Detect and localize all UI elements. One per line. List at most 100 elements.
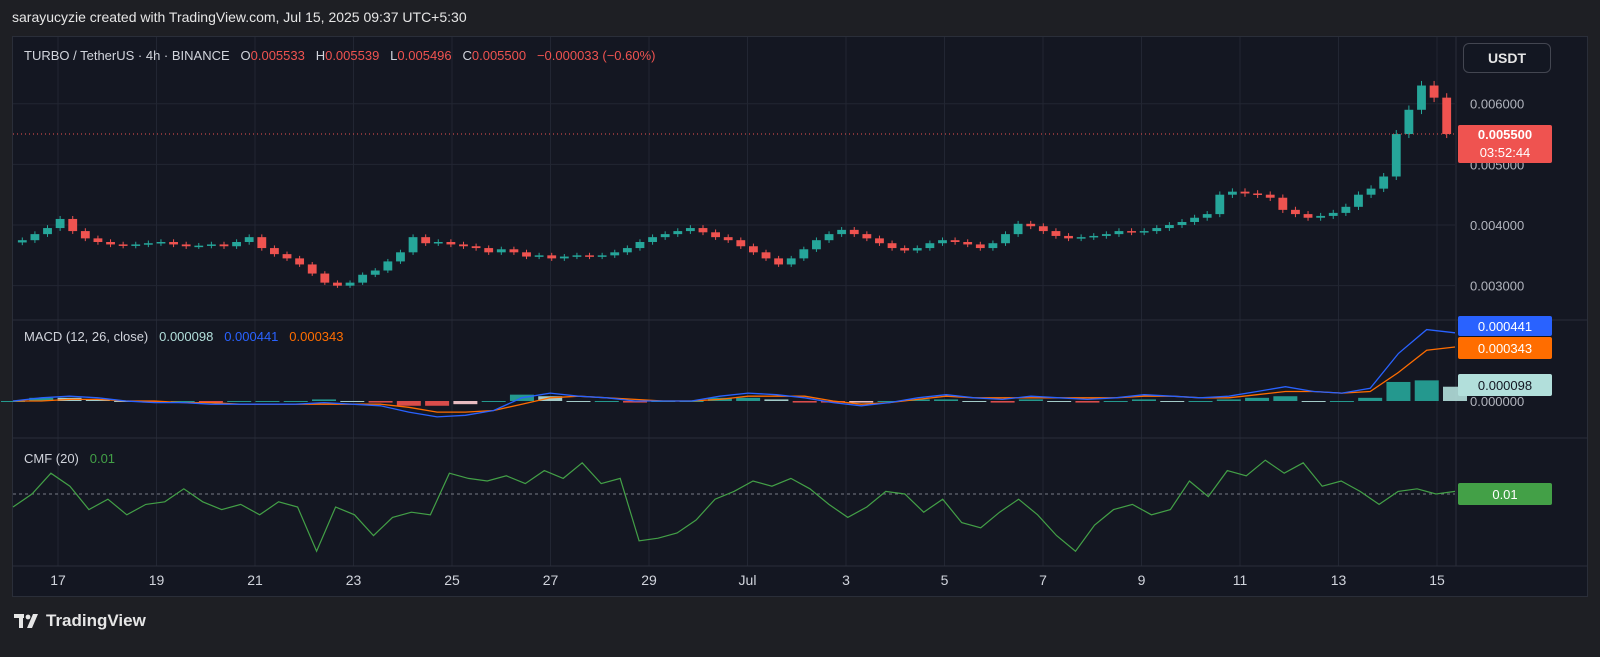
footer-brand[interactable]: TradingView bbox=[14, 611, 146, 631]
candle bbox=[938, 237, 947, 246]
candle-body bbox=[30, 234, 40, 241]
histogram-bar bbox=[368, 401, 393, 403]
candle-body bbox=[1278, 197, 1288, 210]
candle bbox=[131, 241, 141, 249]
candle bbox=[711, 229, 721, 240]
candle-body bbox=[1379, 176, 1389, 189]
candle bbox=[1152, 225, 1162, 234]
candle bbox=[748, 243, 758, 255]
macd-signal-badge-bg bbox=[1458, 337, 1552, 359]
candle bbox=[685, 225, 695, 234]
candle-body bbox=[370, 270, 380, 275]
candle bbox=[988, 240, 998, 251]
macd-legend: MACD (12, 26, close) 0.000098 0.000441 0… bbox=[24, 329, 344, 344]
candle bbox=[358, 272, 368, 285]
candle-body bbox=[685, 228, 695, 232]
candle-body bbox=[269, 248, 279, 255]
candle bbox=[1139, 228, 1149, 236]
candle-body bbox=[219, 244, 229, 247]
histogram-bar bbox=[396, 401, 421, 406]
histogram-bar bbox=[1075, 401, 1100, 403]
candle-body bbox=[622, 248, 632, 253]
footer-brand-text: TradingView bbox=[46, 611, 146, 630]
time-tick-label: 29 bbox=[641, 572, 657, 588]
candle-body bbox=[1114, 231, 1124, 235]
time-tick-label: 15 bbox=[1429, 572, 1445, 588]
candle-body bbox=[169, 242, 178, 245]
candle bbox=[421, 234, 431, 246]
cmf-value: 0.01 bbox=[89, 451, 116, 466]
candle-body bbox=[118, 244, 128, 246]
candle-body bbox=[206, 244, 216, 246]
candle bbox=[345, 280, 355, 288]
candle bbox=[673, 228, 683, 237]
histogram-bar bbox=[29, 397, 54, 401]
candle bbox=[433, 239, 443, 246]
histogram-bar bbox=[198, 401, 223, 403]
cmf-title[interactable]: CMF (20) bbox=[24, 451, 79, 466]
candle-body bbox=[307, 264, 317, 274]
candle-body bbox=[1013, 223, 1023, 235]
candle bbox=[257, 234, 267, 251]
candle bbox=[975, 241, 985, 251]
candle-body bbox=[1354, 194, 1363, 207]
candle-body bbox=[181, 244, 191, 247]
candle bbox=[68, 215, 78, 234]
candle-body bbox=[421, 237, 431, 244]
histogram-bar bbox=[425, 401, 450, 406]
candle bbox=[1341, 203, 1351, 216]
candle-body bbox=[244, 237, 254, 243]
candle bbox=[1354, 191, 1363, 210]
candle-body bbox=[1328, 212, 1338, 216]
candle-body bbox=[1139, 231, 1149, 233]
candle-body bbox=[446, 242, 456, 245]
candle bbox=[1127, 228, 1136, 236]
candle bbox=[862, 231, 872, 242]
candle bbox=[1417, 80, 1426, 115]
symbol-legend: TURBO / TetherUS · 4h · BINANCE O0.00553… bbox=[24, 48, 656, 63]
candle-body bbox=[950, 240, 960, 243]
candle-body bbox=[1001, 234, 1010, 244]
candle bbox=[307, 262, 317, 276]
candle-body bbox=[748, 246, 758, 253]
current-price-badge: 0.005500 03:52:44 bbox=[1458, 125, 1552, 164]
candle bbox=[534, 252, 544, 260]
candle-body bbox=[875, 238, 884, 244]
macd-signal-badge-text: 0.000343 bbox=[1478, 341, 1532, 356]
candle bbox=[610, 249, 620, 258]
candle-body bbox=[1341, 206, 1351, 213]
histogram-bar bbox=[905, 399, 930, 401]
macd-title[interactable]: MACD (12, 26, close) bbox=[24, 329, 149, 344]
candle-body bbox=[68, 218, 78, 232]
candle-body bbox=[849, 229, 859, 235]
grid-lines bbox=[13, 37, 1455, 566]
candle bbox=[509, 246, 519, 255]
currency-button[interactable]: USDT bbox=[1463, 43, 1551, 73]
candle-body bbox=[799, 249, 809, 259]
candle bbox=[471, 243, 481, 251]
change-value: −0.000033 (−0.60%) bbox=[536, 48, 656, 63]
symbol-title[interactable]: TURBO / TetherUS · 4h · BINANCE bbox=[24, 48, 230, 63]
candle-body bbox=[1265, 194, 1275, 198]
price-tick-label: 0.006000 bbox=[1470, 97, 1524, 112]
chart-frame[interactable] bbox=[12, 36, 1588, 597]
macd-line-badge: 0.000441 bbox=[1458, 316, 1552, 336]
candle-body bbox=[459, 244, 468, 247]
candle bbox=[1114, 228, 1124, 237]
histogram-bar bbox=[566, 401, 591, 402]
histogram-bar bbox=[1358, 397, 1383, 401]
candle bbox=[1265, 191, 1275, 201]
candle-body bbox=[559, 256, 569, 259]
candle-body bbox=[358, 274, 368, 283]
candle-body bbox=[1417, 85, 1426, 110]
candle-body bbox=[824, 234, 834, 241]
histogram-bar bbox=[1018, 399, 1043, 401]
candle-body bbox=[900, 248, 910, 251]
candle bbox=[383, 258, 393, 273]
candle bbox=[43, 225, 52, 237]
time-tick-label: 9 bbox=[1138, 572, 1146, 588]
candle bbox=[1064, 233, 1073, 242]
cmf-badge-text: 0.01 bbox=[1492, 487, 1517, 502]
candle-body bbox=[1076, 237, 1086, 239]
